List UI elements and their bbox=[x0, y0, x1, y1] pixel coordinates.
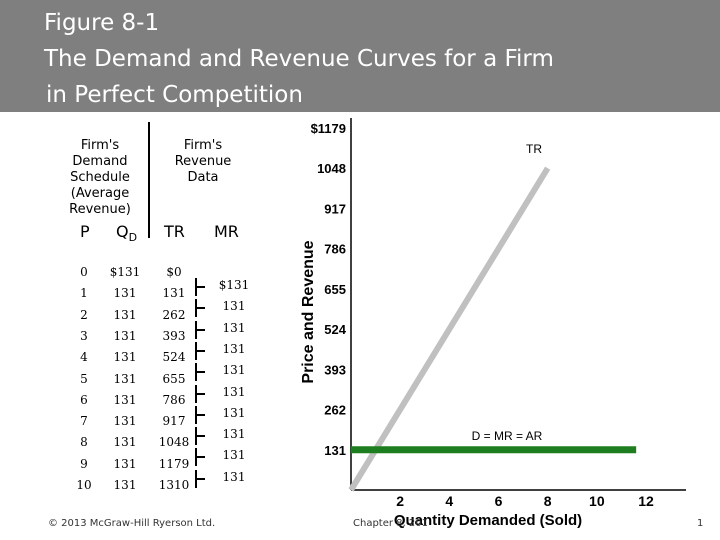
revenue-header-line: Data bbox=[187, 170, 219, 185]
mr-value: 131 bbox=[222, 448, 246, 463]
x-tick-label: 8 bbox=[544, 493, 552, 509]
chapter-label: Chapter 8, 201 bbox=[353, 518, 428, 529]
table-cell-q: 8 bbox=[80, 435, 88, 450]
row-bracket bbox=[195, 469, 205, 488]
figure-number: Figure 8-1 bbox=[44, 10, 160, 36]
tr-line bbox=[348, 166, 551, 492]
mr-value: $131 bbox=[218, 278, 250, 292]
table-cell-tr: 786 bbox=[162, 392, 186, 407]
x-tick-label: 12 bbox=[638, 493, 654, 509]
table-cell-p: 131 bbox=[113, 286, 137, 301]
demand-header-line: Revenue) bbox=[69, 202, 131, 217]
column-header-tr: TR bbox=[164, 222, 185, 241]
x-tick-label: 10 bbox=[589, 493, 605, 509]
schedule-table bbox=[44, 120, 270, 505]
table-cell-p: 131 bbox=[113, 371, 137, 386]
row-bracket bbox=[195, 427, 205, 446]
copyright: © 2013 McGraw-Hill Ryerson Ltd. bbox=[48, 518, 216, 529]
table-cell-tr: 655 bbox=[162, 371, 186, 386]
figure-title-line-1: The Demand and Revenue Curves for a Firm bbox=[44, 46, 554, 72]
revenue-header-line: Firm's bbox=[183, 138, 223, 153]
table-cell-p: 131 bbox=[113, 328, 137, 343]
plot-area bbox=[351, 118, 686, 490]
mr-value: 131 bbox=[222, 299, 246, 314]
row-bracket bbox=[195, 405, 205, 424]
mr-value: 131 bbox=[222, 341, 246, 356]
x-tick-label: 4 bbox=[445, 493, 453, 509]
column-header-q: Q bbox=[116, 222, 129, 241]
table-cell-tr: 1310 bbox=[158, 478, 190, 492]
row-bracket bbox=[195, 299, 205, 318]
revenue-data-header: Firm's Revenue Data bbox=[158, 138, 248, 186]
y-tick-label: 262 bbox=[324, 403, 346, 418]
table-cell-tr: $0 bbox=[166, 265, 182, 279]
y-tick-label: 1048 bbox=[317, 161, 346, 176]
table-cell-p: 131 bbox=[113, 414, 137, 429]
title-banner: Figure 8-1 The Demand and Revenue Curves… bbox=[0, 0, 720, 112]
column-header-mr: MR bbox=[214, 222, 239, 241]
figure-title-line-2: in Perfect Competition bbox=[46, 82, 303, 108]
table-cell-p: 131 bbox=[113, 478, 137, 492]
demand-header-line: Schedule bbox=[70, 170, 130, 185]
table-cell-q: 6 bbox=[80, 392, 88, 407]
y-tick-label: 917 bbox=[324, 201, 346, 216]
column-header-qd: QD bbox=[116, 222, 137, 244]
table-cell-p: $131 bbox=[109, 265, 141, 279]
column-header-p: P bbox=[80, 222, 90, 241]
table-divider bbox=[148, 122, 150, 238]
row-bracket bbox=[195, 320, 205, 339]
demand-label: D = MR = AR bbox=[472, 429, 543, 443]
table-cell-p: 131 bbox=[113, 456, 137, 471]
x-tick-label: 6 bbox=[495, 493, 503, 509]
table-cell-q: 5 bbox=[80, 371, 88, 386]
mr-value: 131 bbox=[222, 427, 246, 442]
tr-label: TR bbox=[526, 142, 542, 156]
demand-header-line: Demand bbox=[72, 154, 128, 169]
table-cell-tr: 131 bbox=[162, 286, 186, 301]
y-tick-label: 131 bbox=[324, 443, 346, 458]
demand-header-line: (Average bbox=[70, 186, 130, 201]
y-tick-label: $1179 bbox=[311, 121, 346, 136]
page-number: 1 bbox=[697, 518, 704, 529]
table-cell-p: 131 bbox=[113, 435, 137, 450]
y-axis-label: Price and Revenue bbox=[300, 240, 317, 383]
table-cell-tr: 1048 bbox=[158, 435, 190, 450]
mr-value: 131 bbox=[222, 469, 246, 484]
demand-header-line: Firm's bbox=[80, 138, 120, 153]
table-cell-p: 131 bbox=[113, 350, 137, 365]
x-tick-label: 2 bbox=[396, 493, 404, 509]
y-tick-label: 524 bbox=[324, 322, 346, 337]
table-cell-q: 4 bbox=[80, 350, 88, 365]
row-bracket bbox=[195, 341, 205, 360]
table-cell-q: 2 bbox=[80, 307, 88, 322]
table-cell-p: 131 bbox=[113, 307, 137, 322]
table-cell-tr: 262 bbox=[162, 307, 186, 322]
row-bracket bbox=[195, 363, 205, 382]
table-cell-tr: 524 bbox=[162, 350, 186, 365]
table-cell-q: 10 bbox=[76, 478, 92, 492]
row-bracket bbox=[195, 278, 205, 296]
mr-value: 131 bbox=[222, 405, 246, 420]
table-cell-q: 3 bbox=[80, 328, 88, 343]
revenue-header-line: Revenue bbox=[174, 154, 232, 169]
column-header-q-subscript: D bbox=[128, 231, 138, 245]
table-cell-tr: 1179 bbox=[158, 456, 190, 471]
row-bracket bbox=[195, 384, 205, 403]
y-tick-label: 393 bbox=[324, 362, 346, 377]
row-bracket bbox=[195, 448, 205, 467]
table-cell-q: 0 bbox=[80, 265, 88, 279]
table-cell-p: 131 bbox=[113, 392, 137, 407]
y-tick-label: 655 bbox=[324, 282, 346, 297]
y-tick-label: 786 bbox=[324, 242, 346, 257]
table-cell-q: 9 bbox=[80, 456, 88, 471]
mr-value: 131 bbox=[222, 320, 246, 335]
table-cell-tr: 393 bbox=[162, 328, 186, 343]
table-cell-tr: 917 bbox=[162, 414, 186, 429]
demand-schedule-header: Firm's Demand Schedule (Average Revenue) bbox=[56, 138, 144, 218]
mr-value: 131 bbox=[222, 384, 246, 399]
table-cell-q: 7 bbox=[80, 414, 88, 429]
table-cell-q: 1 bbox=[80, 286, 88, 301]
mr-value: 131 bbox=[222, 363, 246, 378]
